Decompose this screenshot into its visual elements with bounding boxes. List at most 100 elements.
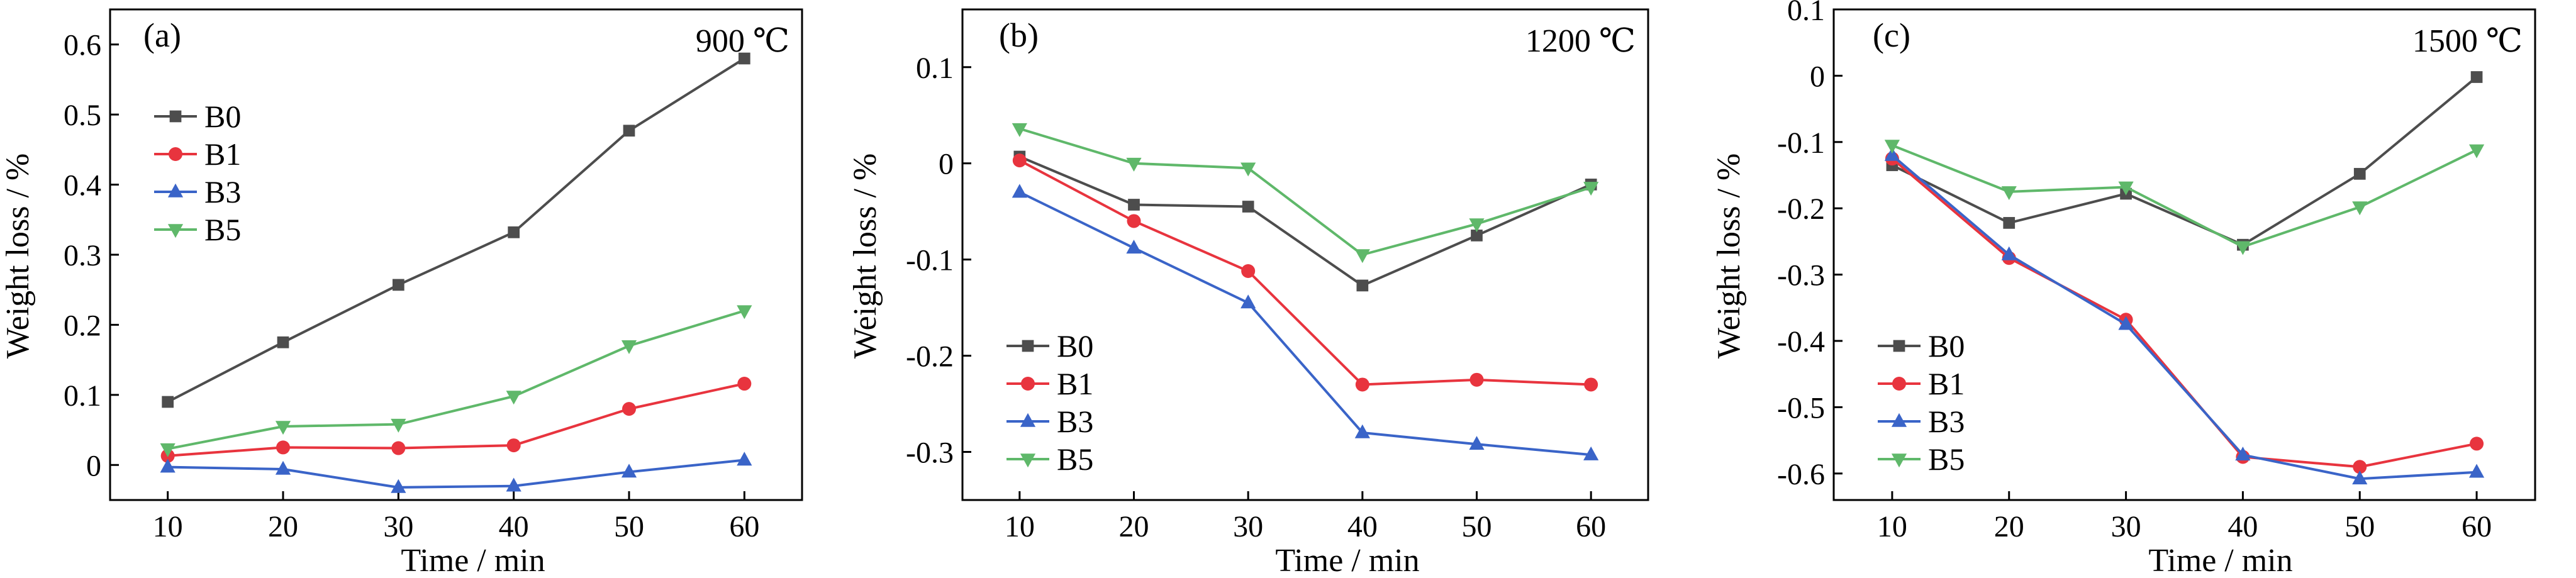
panel-c-series	[1884, 71, 2485, 485]
panel-a-ytick-label: 0.5	[64, 99, 101, 132]
panel-b-xtick-label: 50	[1462, 510, 1492, 543]
panel-c-legend-label-B5: B5	[1928, 442, 1965, 477]
panel-b-legend-marker-B1	[1021, 377, 1035, 391]
panel-c-point-B0	[2003, 217, 2016, 229]
panel-a-point-B0	[162, 396, 174, 408]
panel-a-legend-label-B0: B0	[204, 99, 241, 134]
panel-a-point-B1	[506, 438, 521, 453]
panel-c-point-B3	[2118, 316, 2134, 330]
panel-c-series-line-B3	[1891, 154, 2477, 481]
panel-b-point-B3	[1126, 240, 1142, 254]
panel-c: (c) 1500 ℃ Time / min Weight loss / % 10…	[1711, 0, 2536, 578]
panel-c-ytick-label: -0.1	[1777, 126, 1825, 160]
panel-c-ytick-label: -0.3	[1777, 259, 1825, 292]
panel-c-point-B5	[2352, 201, 2368, 216]
panel-a-ytick-label: 0.2	[64, 309, 101, 342]
panel-c-point-B5	[2235, 241, 2251, 255]
panel-b-series-line-B1	[1018, 159, 1592, 386]
panel-c-point-B3	[2352, 470, 2368, 485]
panel-a-point-B0	[623, 125, 635, 137]
panel-a-ytick-label: 0.4	[64, 169, 101, 203]
panel-c-axes: 10 20 30 40 50 60 -0.6 -0.5 -0.4 -0.3 -0.2 -0.1 0 0.1	[1777, 0, 2536, 543]
panel-a-legend-label-B5: B5	[204, 212, 241, 247]
panel-a-series-line-B1	[167, 382, 745, 457]
panel-b-ytick-label: 0	[939, 148, 954, 181]
panel-c-xtick-label: 10	[1877, 510, 1907, 543]
panel-a-series	[160, 52, 752, 493]
panel-b-ytick-label: 0.1	[916, 52, 954, 85]
panel-a-point-B1	[391, 441, 406, 455]
panel-c-point-B3	[1884, 147, 1900, 161]
panel-c-legend-label-B3: B3	[1928, 404, 1965, 439]
panel-c-series-line-B5	[1892, 144, 2477, 248]
panel-c-point-B5	[2118, 181, 2134, 196]
panel-a-xtick-label: 20	[268, 510, 298, 543]
panel-c-xtick-label: 40	[2228, 510, 2258, 543]
panel-b-point-B5	[1583, 182, 1599, 196]
panel-b-point-B3	[1012, 184, 1027, 198]
panel-b-ytick-label: -0.2	[906, 340, 954, 374]
panel-b-point-B1	[1241, 264, 1256, 278]
panel-c-ytick-label: -0.2	[1777, 192, 1825, 226]
panel-a-point-B0	[392, 279, 404, 291]
panel-b-legend-marker-B3	[1020, 413, 1036, 427]
panel-a-frame	[109, 8, 803, 501]
panel-c-series-line-B1	[1891, 157, 2477, 469]
panel-b-point-B3	[1583, 446, 1599, 460]
panel-a-point-B3	[275, 460, 291, 475]
panel-c-ytick-label: -0.4	[1777, 325, 1825, 358]
panel-c-point-B5	[1884, 140, 1900, 154]
panel-c-series-line-B0	[1892, 75, 2478, 247]
panel-b-point-B3	[1241, 294, 1256, 309]
panel-b-ytick-label: -0.3	[906, 436, 954, 470]
panel-b-xlabel: Time / min	[1275, 543, 1419, 578]
panel-b-xtick-label: 10	[1005, 510, 1035, 543]
panel-b-point-B5	[1241, 162, 1256, 177]
panel-a-point-B5	[275, 421, 291, 435]
panel-a-point-B0	[508, 226, 520, 238]
panel-a-point-B3	[506, 477, 521, 492]
panel-a-xtick-label: 10	[153, 510, 183, 543]
panel-c-legend-label-B1: B1	[1928, 366, 1965, 401]
panel-c-point-B1	[2353, 460, 2367, 474]
panel-b-point-B3	[1354, 424, 1370, 438]
panel-b-legend-label-B5: B5	[1057, 442, 1093, 477]
panel-a-ytick-label: 0.3	[64, 239, 101, 272]
panel-a-series-line-B0	[167, 57, 745, 403]
panel-c-point-B1	[2470, 436, 2484, 451]
panel-c-legend-label-B0: B0	[1928, 328, 1965, 364]
panel-b-point-B0	[1128, 199, 1140, 211]
panel-a-legend-marker-B0	[169, 110, 182, 123]
panel-b-point-B1	[1584, 377, 1598, 392]
panel-a-ytick-label: 0.1	[64, 379, 101, 413]
panel-c-legend-marker-B5	[1891, 453, 1907, 468]
panel-b-series	[1012, 123, 1599, 460]
panel-c-point-B5	[2468, 144, 2485, 158]
panel-b-legend-label-B3: B3	[1057, 404, 1093, 439]
panel-a-series-line-B3	[167, 459, 745, 489]
panel-c-temperature: 1500 ℃	[2412, 23, 2523, 59]
panel-c-ylabel: Weight loss / %	[1711, 153, 1747, 359]
panel-c-ytick-label: 0.1	[1787, 0, 1825, 27]
panel-a-point-B5	[160, 443, 176, 457]
panel-c-point-B3	[2235, 447, 2251, 461]
panel-a-point-B5	[621, 340, 637, 355]
panel-a-point-B3	[621, 464, 637, 478]
panel-a-point-B5	[737, 305, 752, 320]
panel-a-series-line-B5	[167, 309, 745, 450]
panel-b-ylabel: Weight loss / %	[847, 153, 883, 359]
panel-b-xtick-label: 60	[1576, 510, 1606, 543]
panel-c-legend-marker-B1	[1892, 377, 1906, 391]
panel-c-point-B0	[2353, 168, 2366, 180]
panel-a-legend-label-B1: B1	[204, 136, 241, 172]
panel-c-point-B0	[2470, 71, 2483, 83]
panel-b-point-B3	[1469, 436, 1485, 450]
panel-a-point-B0	[738, 52, 750, 65]
panel-b-label: (b)	[999, 16, 1039, 54]
panel-b-point-B0	[1242, 201, 1254, 213]
panel-c-xtick-label: 50	[2345, 510, 2375, 543]
panel-c-legend-marker-B3	[1891, 413, 1907, 427]
panel-b-point-B0	[1471, 230, 1483, 242]
